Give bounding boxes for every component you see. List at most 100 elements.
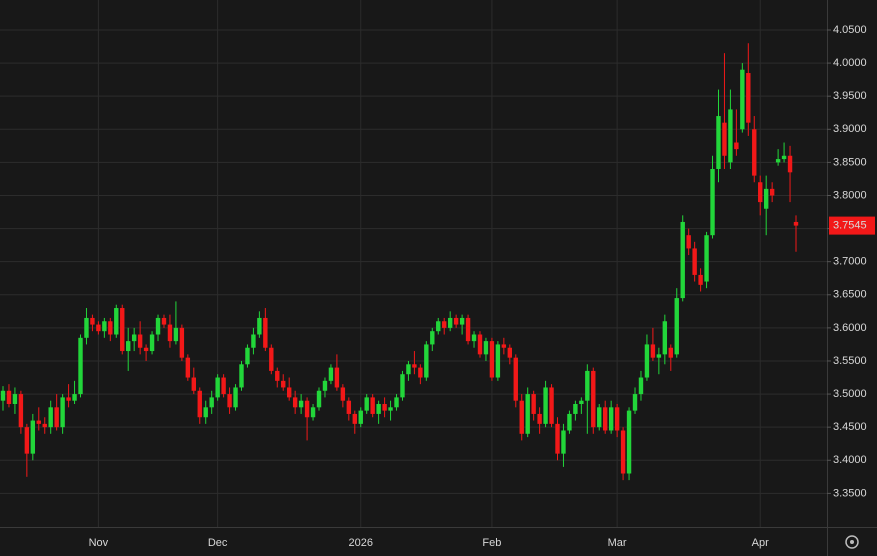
settings-gear[interactable]: [845, 535, 859, 549]
candle-body: [191, 377, 196, 391]
candle-body: [185, 357, 191, 378]
candle-body: [155, 317, 161, 335]
y-tick-label: 3.4000: [833, 454, 867, 466]
candle-body: [137, 334, 143, 348]
candle-body: [245, 347, 250, 365]
candle-body: [18, 394, 24, 428]
candle-body: [269, 347, 274, 371]
candle-body: [418, 367, 423, 378]
candle-body: [251, 334, 256, 348]
candle-body: [304, 400, 310, 418]
candle-body: [221, 377, 226, 395]
candle-body: [352, 413, 357, 424]
candle-body: [42, 423, 47, 428]
candle-body: [275, 370, 280, 381]
candle-body: [603, 407, 608, 431]
candle-body: [197, 390, 202, 418]
candle-body: [763, 188, 769, 209]
candle-body: [459, 317, 465, 325]
candle-body: [561, 430, 566, 454]
x-tick-label: Feb: [482, 537, 501, 549]
candle-body: [310, 407, 316, 418]
candle-body: [710, 169, 715, 236]
candle-body: [728, 109, 733, 163]
candle-body: [573, 404, 578, 414]
candle-body: [376, 404, 381, 414]
candle-body: [692, 248, 697, 275]
candle-body: [674, 298, 679, 355]
candle-body: [608, 407, 614, 431]
candle-body: [471, 334, 477, 342]
candle-body: [495, 344, 501, 378]
candle-body: [775, 159, 781, 163]
candle-body: [233, 387, 238, 408]
candle-body: [626, 410, 632, 474]
candle-body: [334, 367, 340, 388]
candle-body: [179, 327, 185, 358]
settings-icon[interactable]: [845, 535, 859, 549]
candle-body: [108, 321, 113, 335]
candle-body: [716, 116, 721, 170]
y-tick-label: 3.9500: [833, 90, 867, 102]
y-tick-label: 3.3500: [833, 487, 867, 499]
candle-body: [167, 324, 173, 342]
candle-body: [477, 334, 483, 355]
y-tick-label: 3.8000: [833, 189, 867, 201]
candle-body: [620, 430, 626, 474]
candle-body: [614, 407, 620, 431]
candle-body: [364, 397, 369, 411]
x-tick-label: Mar: [608, 537, 627, 549]
candle-body: [72, 394, 77, 401]
candle-body: [412, 364, 417, 368]
candle-body: [60, 397, 65, 428]
x-tick-label: Dec: [208, 537, 228, 549]
candle-body: [358, 410, 363, 424]
y-tick-label: 3.6500: [833, 289, 867, 301]
candle-body: [120, 308, 125, 352]
candle-body: [704, 235, 709, 282]
candle-body: [752, 129, 757, 176]
x-tick-label: Nov: [89, 537, 109, 549]
y-tick-label: 4.0500: [833, 24, 867, 36]
candle-body: [215, 377, 220, 398]
candle-body: [12, 394, 18, 405]
candle-body: [555, 423, 560, 454]
candle-body: [209, 397, 214, 408]
candle-body: [537, 413, 542, 424]
candle-body: [227, 394, 232, 408]
candle-body: [632, 394, 638, 411]
candle-body: [781, 155, 787, 160]
candle-body: [66, 397, 71, 401]
candle-body: [501, 344, 507, 348]
candle-body: [24, 427, 30, 454]
candle-body: [793, 221, 799, 226]
settings-hub[interactable]: [850, 540, 854, 544]
candle-body: [281, 380, 286, 388]
y-tick-label: 3.4500: [833, 421, 867, 433]
candle-body: [436, 321, 441, 332]
candle-body: [400, 374, 405, 398]
candle-body: [543, 387, 548, 424]
candle-body: [758, 182, 763, 203]
y-tick-label: 3.5000: [833, 388, 867, 400]
candle-body: [579, 400, 584, 405]
x-tick-label: Apr: [752, 537, 769, 549]
candle-body: [316, 390, 322, 408]
y-tick-label: 4.0000: [833, 57, 867, 69]
last-price-label: 3.7545: [833, 220, 867, 232]
candle-body: [54, 407, 59, 428]
candle-body: [722, 122, 727, 156]
candle-body: [0, 390, 6, 401]
candle-body: [513, 357, 518, 401]
candle-body: [90, 317, 95, 325]
candle-body: [525, 394, 530, 434]
candle-body: [591, 370, 596, 428]
candle-body: [769, 188, 775, 196]
candle-body: [585, 370, 590, 401]
x-tick-label: 2026: [349, 537, 373, 549]
candle-body: [424, 344, 429, 378]
candle-body: [662, 321, 668, 355]
y-tick-label: 3.5500: [833, 355, 867, 367]
